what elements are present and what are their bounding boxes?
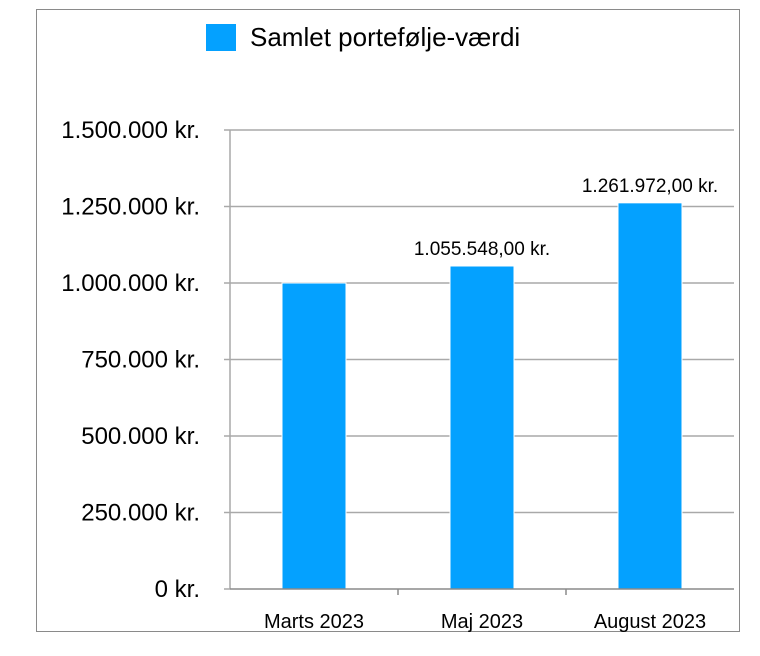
data-label: 1.055.548,00 kr.	[414, 239, 550, 260]
y-tick-label: 250.000 kr.	[81, 500, 200, 527]
legend: Samlet portefølje-værdi	[206, 22, 520, 52]
axes: 0 kr. 250.000 kr. 500.000 kr. 750.000 kr. 1.…	[61, 117, 734, 633]
y-tick-label: 1.250.000 kr.	[61, 194, 200, 221]
y-tick-label: 1.500.000 kr.	[61, 117, 200, 144]
y-tick-label: 1.000.000 kr.	[61, 270, 200, 297]
y-tick-label: 0 kr.	[155, 576, 200, 603]
bar	[617, 202, 683, 590]
legend-swatch	[206, 24, 236, 51]
y-tick-label: 750.000 kr.	[81, 347, 200, 374]
x-tick-label: August 2023	[594, 611, 706, 633]
legend-label: Samlet portefølje-værdi	[250, 22, 520, 52]
data-label: 1.261.972,00 kr.	[582, 176, 718, 197]
bar	[281, 282, 347, 590]
bars: 1.055.548,00 kr. 1.261.972,00 kr.	[281, 176, 718, 590]
bar	[449, 265, 515, 590]
x-tick-label: Marts 2023	[264, 611, 364, 633]
y-tick-label: 500.000 kr.	[81, 423, 200, 450]
x-tick-label: Maj 2023	[441, 611, 523, 633]
